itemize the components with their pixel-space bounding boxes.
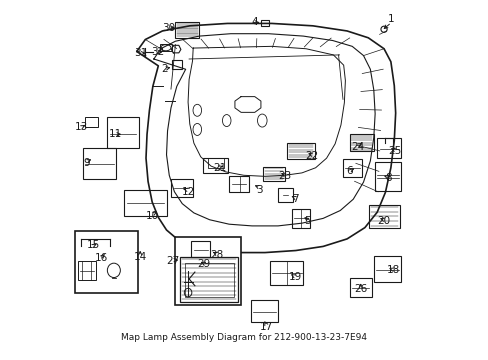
Text: 2: 2 bbox=[161, 64, 167, 73]
Bar bbox=[373, 256, 400, 282]
Text: 23: 23 bbox=[278, 171, 291, 181]
Bar bbox=[184, 263, 233, 297]
Text: 30: 30 bbox=[162, 23, 175, 32]
Text: 5: 5 bbox=[304, 216, 310, 226]
Bar bbox=[124, 190, 166, 216]
Text: 14: 14 bbox=[133, 252, 146, 262]
Bar bbox=[107, 117, 139, 148]
Text: 29: 29 bbox=[197, 259, 210, 269]
Bar bbox=[85, 117, 98, 127]
Bar bbox=[250, 301, 278, 322]
Bar bbox=[191, 241, 209, 257]
Bar bbox=[368, 205, 399, 228]
Text: 28: 28 bbox=[209, 250, 223, 260]
Bar bbox=[175, 237, 241, 305]
Bar bbox=[171, 179, 192, 197]
Bar bbox=[374, 162, 400, 191]
Bar bbox=[269, 261, 303, 285]
Bar bbox=[286, 143, 314, 159]
Bar bbox=[349, 278, 371, 297]
Text: 22: 22 bbox=[305, 151, 318, 161]
Text: 11: 11 bbox=[108, 129, 122, 139]
Bar bbox=[203, 158, 227, 173]
Text: 1: 1 bbox=[387, 14, 394, 24]
Bar bbox=[349, 134, 373, 151]
Bar bbox=[172, 60, 182, 68]
Text: 3: 3 bbox=[256, 185, 263, 195]
Bar bbox=[376, 138, 400, 158]
Text: Map Lamp Assembly Diagram for 212-900-13-23-7E94: Map Lamp Assembly Diagram for 212-900-13… bbox=[121, 333, 367, 342]
Text: 25: 25 bbox=[387, 146, 401, 156]
Bar bbox=[261, 20, 268, 26]
Text: 19: 19 bbox=[288, 272, 301, 282]
Text: 20: 20 bbox=[377, 216, 390, 226]
Bar bbox=[229, 176, 248, 192]
Text: 21: 21 bbox=[213, 163, 226, 173]
Bar bbox=[78, 261, 96, 280]
Text: 15: 15 bbox=[86, 240, 100, 250]
Bar bbox=[263, 167, 285, 181]
Text: 10: 10 bbox=[146, 211, 159, 221]
Text: 27: 27 bbox=[166, 256, 180, 266]
Text: 13: 13 bbox=[74, 122, 87, 132]
Text: 17: 17 bbox=[260, 322, 273, 332]
Text: 16: 16 bbox=[95, 253, 108, 264]
Text: 26: 26 bbox=[353, 284, 366, 294]
Text: 18: 18 bbox=[386, 265, 399, 275]
Text: 32: 32 bbox=[150, 47, 163, 57]
Text: 7: 7 bbox=[291, 194, 298, 203]
Text: 24: 24 bbox=[351, 141, 364, 152]
Bar bbox=[175, 22, 199, 38]
Bar bbox=[180, 257, 238, 302]
Text: 4: 4 bbox=[251, 17, 258, 27]
Bar bbox=[83, 148, 116, 179]
Bar bbox=[160, 44, 172, 51]
Bar bbox=[75, 231, 138, 293]
Bar bbox=[342, 159, 362, 177]
Bar bbox=[291, 209, 309, 228]
Text: 31: 31 bbox=[134, 48, 147, 58]
Text: 6: 6 bbox=[346, 166, 352, 176]
Text: 9: 9 bbox=[83, 158, 90, 168]
Text: 12: 12 bbox=[181, 187, 194, 197]
Bar bbox=[278, 188, 292, 202]
Text: 8: 8 bbox=[384, 173, 391, 183]
